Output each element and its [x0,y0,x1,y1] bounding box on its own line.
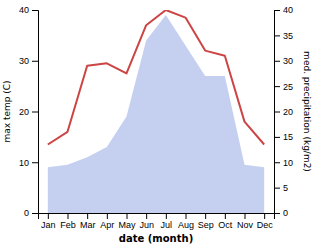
y2-tick: 5 [274,183,288,193]
y-tick: 40 [19,5,38,15]
x-tick-mark [127,213,128,219]
y-tick-mark [32,112,38,113]
y2-tick: 30 [274,56,293,66]
y2-tick: 20 [274,107,293,117]
chart: Jan Feb Mar Apr MayJun Jul Aug Sep Oct NovDec 0 10 2… [0,0,318,247]
x-tick-mark [186,213,187,219]
y2-tick-mark [274,35,280,36]
y2-axis-title: med. precipitation (kg/m2) [302,51,312,172]
y2-tick-mark [274,162,280,163]
y2-tick-mark [274,86,280,87]
y2-tick-mark [274,10,280,11]
y2-tick-mark [274,188,280,189]
y-tick-mark [32,10,38,11]
y2-tick-label: 0 [283,208,288,218]
y2-tick: 35 [274,31,293,41]
x-tick-mark [225,213,226,219]
area [48,15,264,213]
plot: Jan Feb Mar Apr MayJun Jul Aug Sep Oct NovDec 0 10 2… [2,5,312,244]
y-tick-label: 10 [19,158,29,168]
x-tick-label: Jun [139,220,154,230]
x-axis-line [39,214,275,220]
y2-tick: 15 [274,132,293,142]
x-tick-mark [107,213,108,219]
x-tick: Nov [237,213,254,230]
y-tick-label: 20 [19,107,29,117]
x-tick-label: Apr [100,220,114,230]
x-tick-mark [48,213,49,219]
x-tick: May [118,213,136,230]
x-tick-mark [245,213,246,219]
x-tick-label: Dec [257,220,274,230]
x-tick: Jun [139,213,154,230]
y-tick-mark [32,162,38,163]
x-tick: Mar [80,213,96,230]
x-tick-mark [205,213,206,219]
x-tick-label: Jan [41,220,56,230]
y2-tick-label: 20 [283,107,293,117]
y-axis-title: max temp (C) [2,80,12,142]
x-tick: Oct [218,213,233,230]
x-axis-title: date (month) [119,233,193,244]
x-tick-label: Feb [60,220,76,230]
y2-tick: 10 [274,158,293,168]
x-tick: Dec [257,213,274,230]
y2-tick-label: 5 [283,183,288,193]
y2-tick-mark [274,213,280,214]
y2-tick-label: 35 [283,31,293,41]
y2-axis-line [275,11,281,214]
x-axis: Jan Feb Mar Apr MayJun Jul Aug Sep Oct NovDec [39,213,275,230]
x-tick-label: Aug [178,220,194,230]
y2-tick-label: 15 [283,132,293,142]
y2-tick: 0 [274,208,288,218]
y2-tick-label: 40 [283,5,293,15]
y2-tick-mark [274,137,280,138]
x-tick-label: Jul [161,220,173,230]
y-axis: 0 10 20 30 40 [19,5,39,218]
y-tick: 0 [24,208,38,218]
x-tick-label: Sep [198,220,214,230]
y-tick: 20 [19,107,38,117]
x-tick-mark [146,213,147,219]
x-tick: Apr [100,213,114,230]
x-tick-mark [264,213,265,219]
y-tick-mark [32,213,38,214]
y-tick-mark [32,61,38,62]
y-tick-label: 40 [19,5,29,15]
marks [48,10,264,213]
x-tick: Aug [178,213,194,230]
y-tick: 10 [19,158,38,168]
y2-tick-label: 25 [283,82,293,92]
x-tick-mark [68,213,69,219]
x-tick-label: Nov [237,220,254,230]
y-axis-line [32,11,39,214]
y2-tick-mark [274,112,280,113]
y-tick-label: 30 [19,56,29,66]
y2-tick: 40 [274,5,293,15]
x-tick: Jul [161,213,173,230]
x-tick: Jan [41,213,56,230]
x-tick: Sep [198,213,214,230]
y-tick-label: 0 [24,208,29,218]
y2-axis: 0 5 10 15 20 25 30 35 40 [274,5,293,218]
x-tick-mark [166,213,167,219]
x-tick: Feb [60,213,76,230]
x-tick-mark [87,213,88,219]
x-tick-label: May [118,220,136,230]
x-tick-label: Oct [218,220,233,230]
y2-tick-mark [274,61,280,62]
y-tick: 30 [19,56,38,66]
y2-tick-label: 10 [283,158,293,168]
x-tick-label: Mar [80,220,96,230]
line [48,10,264,144]
y2-tick: 25 [274,82,293,92]
y2-tick-label: 30 [283,56,293,66]
